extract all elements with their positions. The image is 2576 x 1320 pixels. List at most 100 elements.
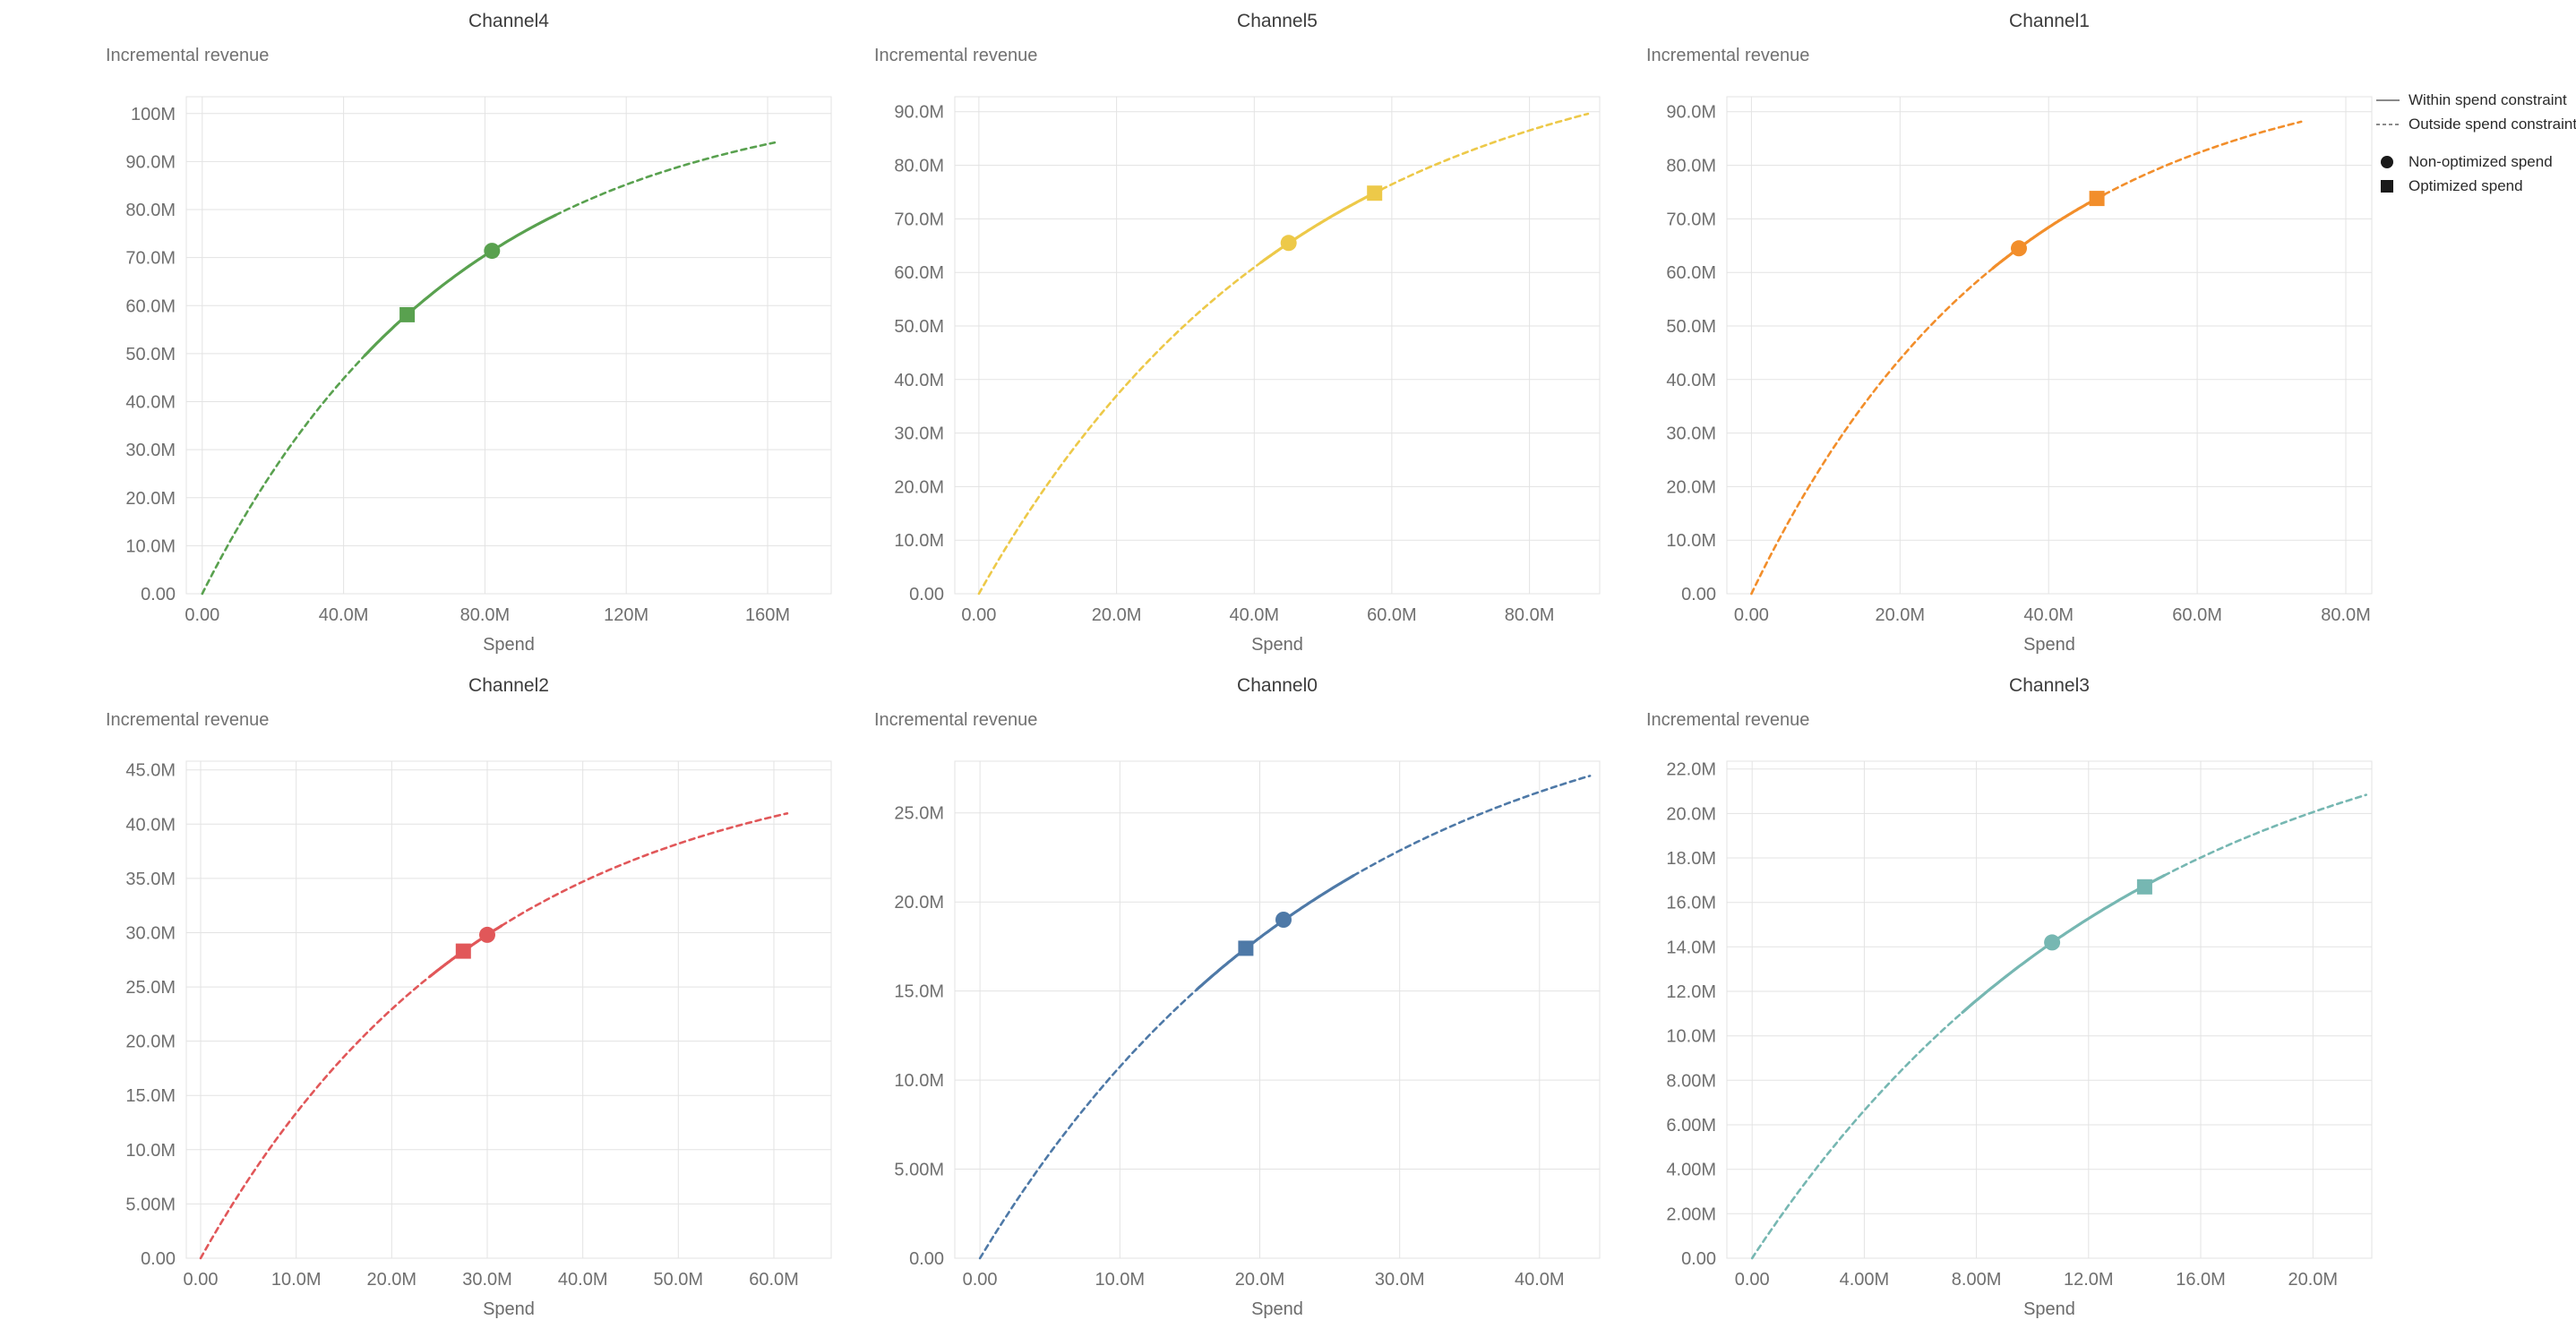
curve-outside-spend-constraint — [1750, 267, 1995, 596]
y-axis-title: Incremental revenue — [106, 46, 270, 65]
y-tick-label: 60.0M — [894, 263, 944, 283]
curve-outside-spend-constraint — [1352, 775, 1592, 878]
x-tick-label: 30.0M — [462, 1270, 512, 1290]
y-tick-label: 22.0M — [1666, 760, 1716, 780]
curve-outside-spend-constraint — [199, 975, 432, 1260]
non-optimized-spend-marker — [479, 926, 495, 943]
x-tick-label: 0.00 — [963, 1270, 998, 1290]
y-tick-label: 18.0M — [1666, 849, 1716, 869]
y-tick-label: 8.00M — [1666, 1071, 1716, 1091]
chart-cell-channel5: Channel5 Incremental revenue 0.00 20.0M 40… — [874, 11, 1609, 656]
plot-border — [1726, 96, 2373, 595]
chart-cell-channel3: Channel3 Incremental revenue 0.00 4.00M 8.… — [1646, 675, 2381, 1320]
y-tick-label: 0.00 — [909, 1249, 944, 1269]
x-tick-label: 10.0M — [1095, 1270, 1146, 1290]
y-tick-label: 30.0M — [894, 424, 944, 444]
y-tick-label: 20.0M — [1666, 804, 1716, 824]
y-tick-label: 0.00 — [141, 585, 176, 604]
curve-outside-spend-constraint — [978, 988, 1198, 1260]
curve-within-spend-constraint — [1961, 874, 2166, 1015]
plot-border — [954, 96, 1601, 595]
y-tick-label: 0.00 — [1681, 1249, 1716, 1269]
legend-item-outside-constraint: Outside spend constraint — [2375, 112, 2576, 136]
x-axis-title: Spend — [483, 635, 535, 655]
x-tick-label: 8.00M — [1952, 1270, 2002, 1290]
x-tick-label: 0.00 — [184, 1270, 219, 1290]
x-tick-label: 20.0M — [1235, 1270, 1285, 1290]
y-tick-label: 6.00M — [1666, 1116, 1716, 1136]
x-tick-label: 60.0M — [749, 1270, 799, 1290]
legend-item-optimized-spend: Optimized spend — [2375, 174, 2576, 198]
y-tick-label: 15.0M — [894, 982, 944, 1002]
y-tick-label: 40.0M — [1666, 371, 1716, 390]
chart-title: Channel3 — [2009, 675, 2090, 696]
y-tick-label: 20.0M — [894, 477, 944, 497]
legend-label: Outside spend constraint — [2409, 115, 2576, 133]
curve-within-spend-constraint — [1195, 874, 1355, 991]
y-tick-label: 70.0M — [894, 210, 944, 229]
x-tick-label: 120M — [604, 605, 648, 625]
y-tick-label: 100M — [131, 105, 176, 124]
y-tick-label: 25.0M — [125, 978, 176, 998]
chart-cell-channel4: Channel4 Incremental revenue 0.00 40.0M 80… — [106, 11, 840, 656]
optimized-spend-marker — [2089, 191, 2105, 207]
circle-marker-icon — [2381, 155, 2393, 168]
x-tick-label: 160M — [745, 605, 790, 625]
optimized-spend-marker — [1367, 185, 1383, 201]
x-tick-label: 80.0M — [1505, 605, 1555, 625]
y-tick-label: 45.0M — [125, 761, 176, 781]
x-axis-title: Spend — [2023, 1299, 2075, 1319]
x-tick-label: 40.0M — [319, 605, 369, 625]
x-axis-title: Spend — [1251, 635, 1303, 655]
x-tick-label: 20.0M — [1092, 605, 1142, 625]
curve-outside-spend-constraint — [554, 141, 777, 217]
y-tick-label: 60.0M — [1666, 263, 1716, 283]
plot-area: 0.00 10.0M 20.0M 30.0M 40.0M 0.00 5.00M 10.0M 15… — [894, 760, 1601, 1290]
y-tick-label: 60.0M — [125, 296, 176, 316]
non-optimized-spend-marker — [2011, 240, 2027, 257]
y-tick-label: 40.0M — [125, 815, 176, 835]
dashed-line-icon — [2376, 123, 2400, 125]
y-tick-label: 50.0M — [125, 345, 176, 364]
y-tick-label: 10.0M — [894, 1071, 944, 1091]
y-tick-label: 10.0M — [125, 536, 176, 556]
x-tick-label: 20.0M — [1876, 605, 1926, 625]
y-tick-label: 25.0M — [894, 804, 944, 824]
curve-within-spend-constraint — [1259, 187, 1383, 264]
curve-within-spend-constraint — [363, 213, 557, 357]
optimized-spend-marker — [455, 943, 471, 959]
y-tick-label: 0.00 — [1681, 585, 1716, 604]
chart-cell-channel1: Channel1 Incremental revenue 0.00 20.0M 40… — [1646, 11, 2381, 656]
x-tick-label: 20.0M — [367, 1270, 417, 1290]
x-tick-label: 12.0M — [2064, 1270, 2114, 1290]
chart-title: Channel0 — [1237, 675, 1318, 696]
spend-marker-legend-group: Non-optimized spend Optimized spend — [2375, 150, 2576, 198]
y-tick-label: 90.0M — [894, 103, 944, 123]
y-tick-label: 15.0M — [125, 1086, 176, 1106]
optimized-spend-marker — [2136, 879, 2152, 895]
curve-outside-spend-constraint — [2103, 120, 2303, 196]
legend-label: Within spend constraint — [2409, 90, 2567, 108]
curve-outside-spend-constraint — [1750, 1011, 1964, 1260]
y-tick-label: 10.0M — [1666, 531, 1716, 551]
y-tick-label: 80.0M — [125, 201, 176, 220]
chart-title: Channel1 — [2009, 11, 2090, 31]
chart-cell-channel0: Channel0 Incremental revenue 0.00 10.0M 20… — [874, 675, 1609, 1320]
non-optimized-spend-marker — [484, 243, 501, 260]
x-tick-label: 80.0M — [460, 605, 511, 625]
y-tick-label: 35.0M — [125, 870, 176, 889]
x-tick-label: 16.0M — [2176, 1270, 2226, 1290]
y-tick-label: 70.0M — [125, 249, 176, 269]
x-tick-label: 20.0M — [2288, 1270, 2339, 1290]
x-tick-label: 0.00 — [1735, 1270, 1770, 1290]
plot-border — [954, 760, 1601, 1259]
solid-line-icon — [2376, 99, 2400, 101]
y-tick-label: 14.0M — [1666, 938, 1716, 957]
y-tick-label: 2.00M — [1666, 1204, 1716, 1224]
y-tick-label: 20.0M — [125, 1033, 176, 1052]
curve-outside-spend-constraint — [201, 354, 366, 596]
x-tick-label: 4.00M — [1840, 1270, 1890, 1290]
y-tick-label: 10.0M — [125, 1141, 176, 1161]
non-optimized-spend-marker — [1280, 235, 1297, 252]
